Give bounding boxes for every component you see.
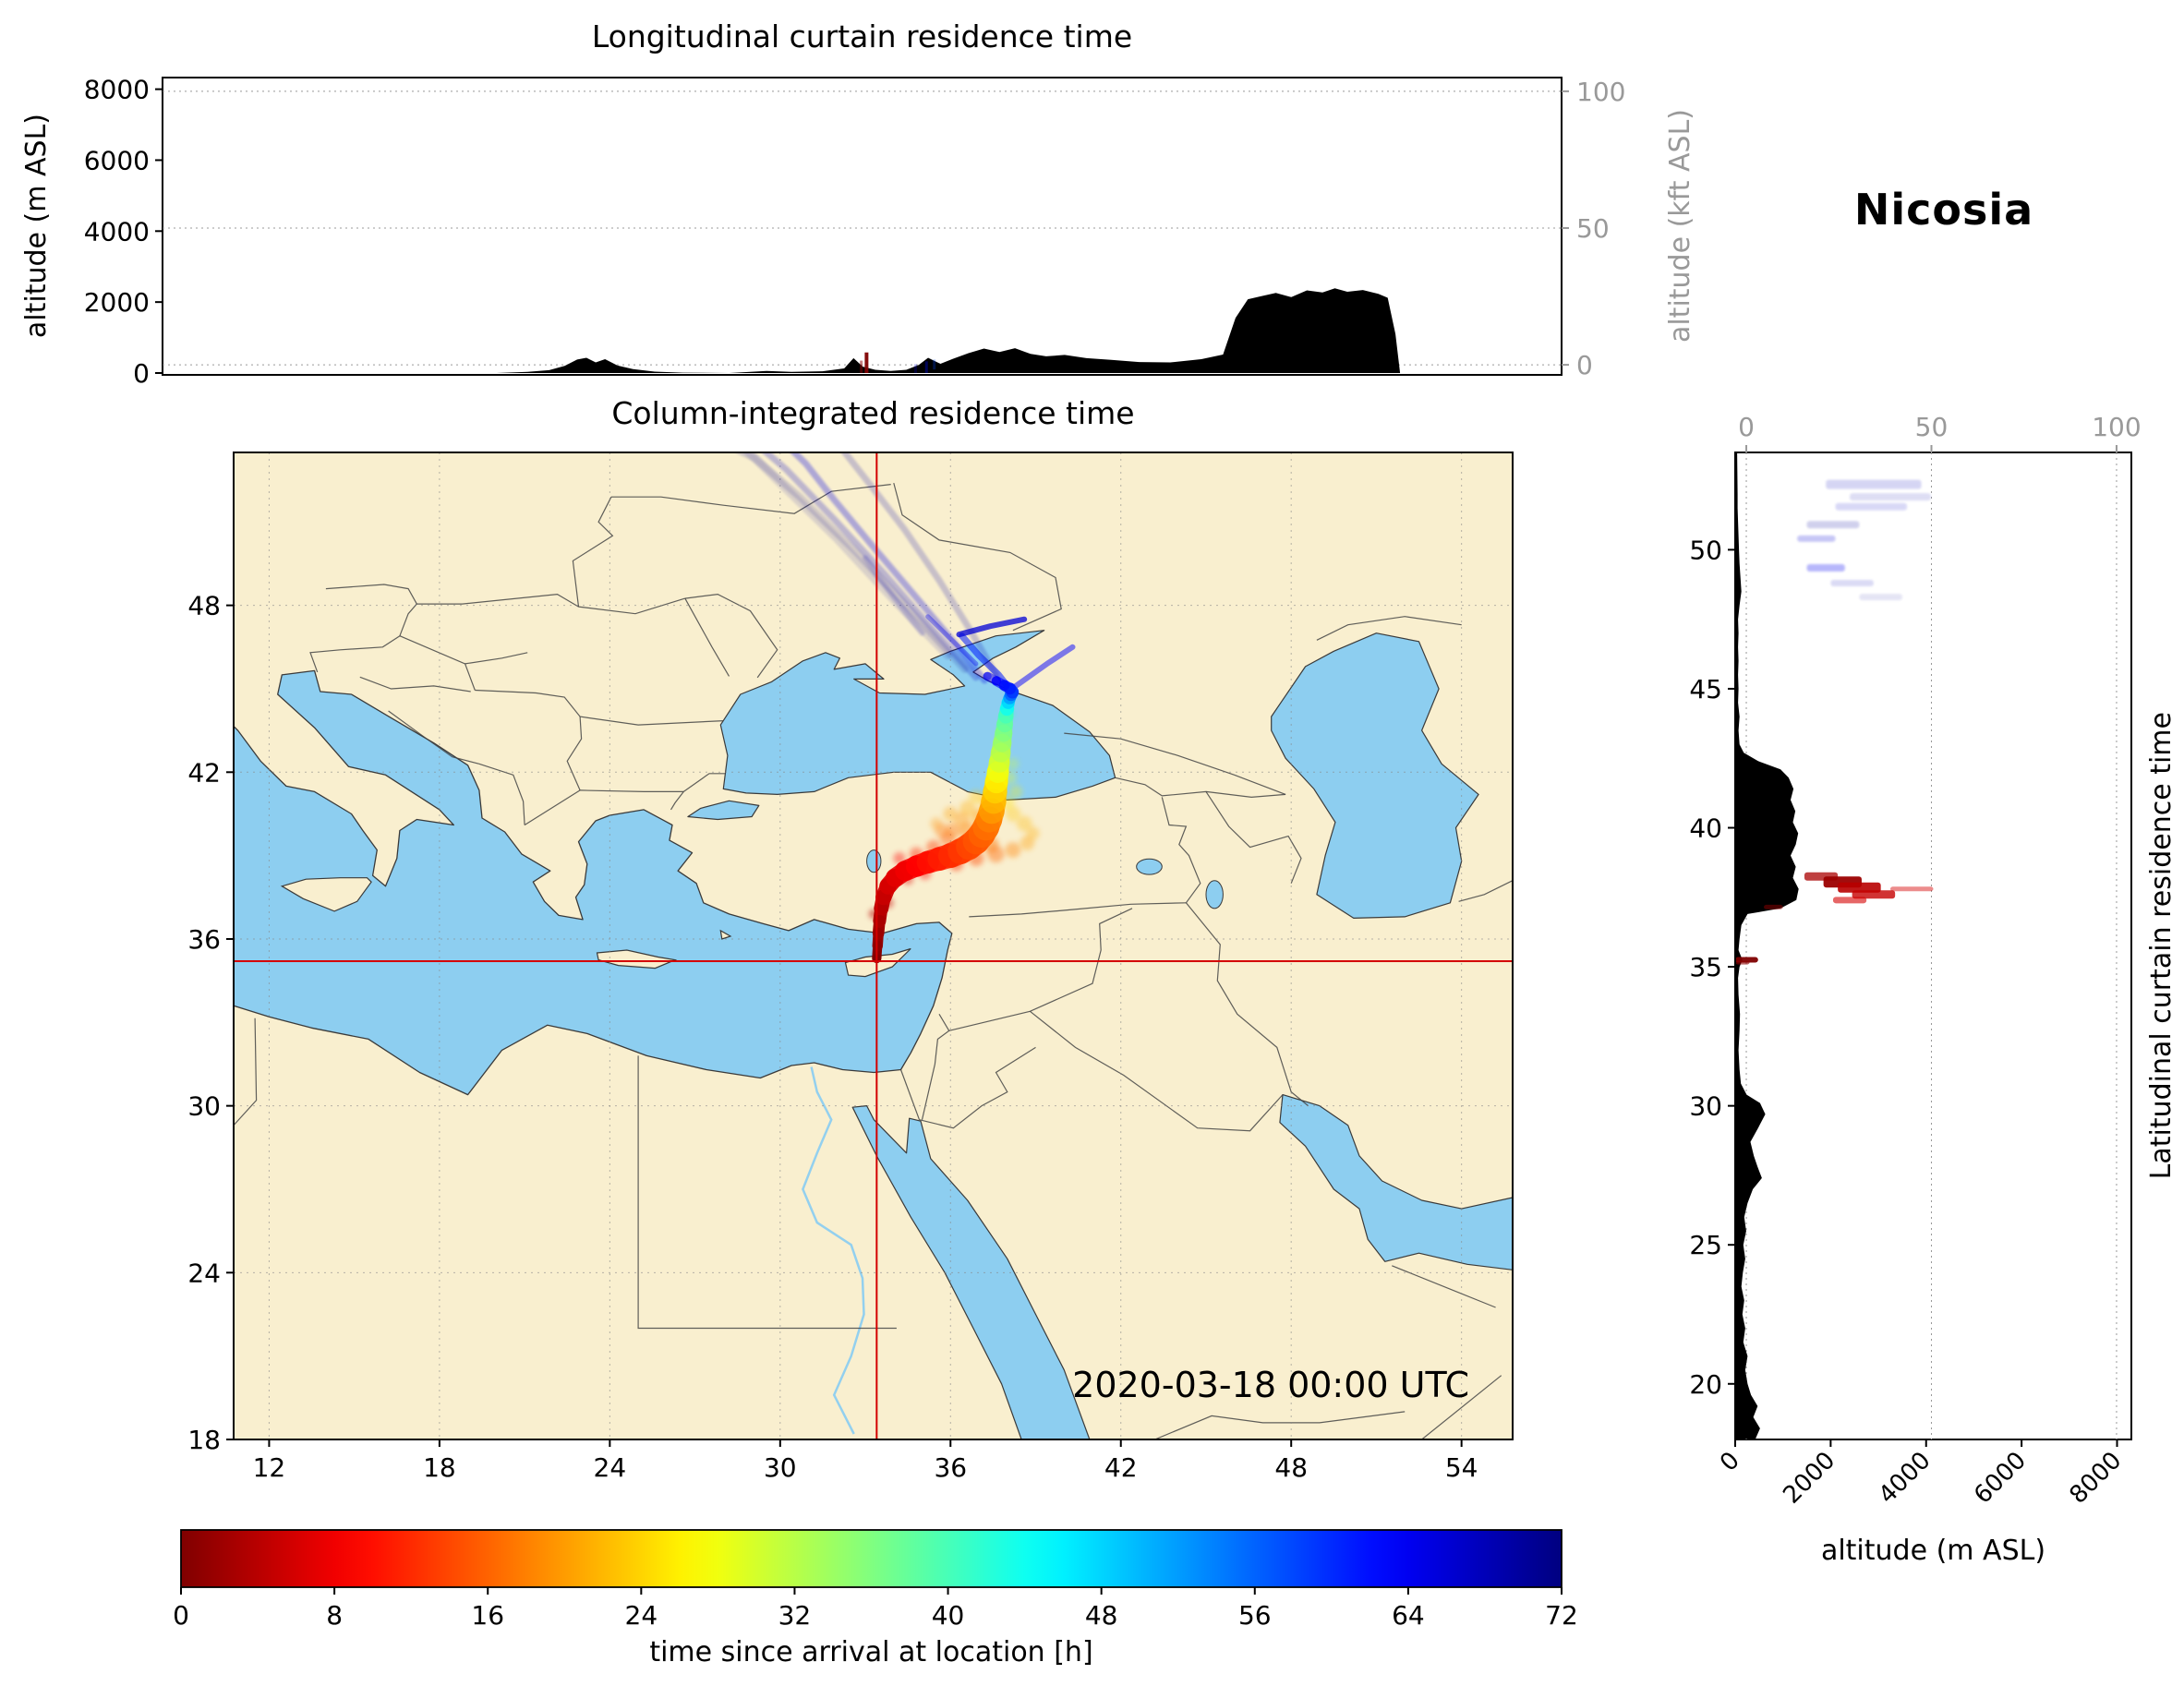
tick-label: 36 [934, 1452, 967, 1483]
colorbar-ticks: 0 8 16 24 32 40 48 56 64 72 [173, 1587, 1578, 1631]
lon-curtain-axes: 0 2000 4000 6000 8000 0 50 100 [84, 75, 1626, 389]
tick-label: 40 [932, 1600, 965, 1631]
country-borders [234, 482, 1513, 1439]
tick-label: 20 [1689, 1369, 1722, 1400]
trajectory-plume [735, 452, 1076, 964]
colorbar: 0 8 16 24 32 40 48 56 64 72 [173, 1529, 1578, 1631]
tick-label: 36 [187, 924, 221, 955]
map-title: Column-integrated residence time [611, 395, 1135, 431]
lat-curtain-xlabel: altitude (m ASL) [1820, 1535, 2046, 1567]
tick-label: 4000 [1874, 1447, 1937, 1510]
source-crosshair [234, 452, 1513, 1439]
tick-label: 42 [1104, 1452, 1138, 1483]
lat-curtain-title: Latitudinal curtain residence time [2144, 712, 2178, 1180]
tick-label: 0 [1576, 350, 1593, 380]
tick-label: 8 [326, 1600, 343, 1631]
tick-label: 8000 [84, 75, 150, 105]
tick-label: 0 [1738, 412, 1755, 442]
tick-label: 24 [187, 1258, 221, 1288]
graticule [234, 452, 1513, 1439]
tick-label: 30 [1689, 1091, 1722, 1122]
tick-label: 35 [1689, 952, 1722, 982]
tick-label: 50 [1576, 213, 1610, 244]
tick-label: 50 [1689, 535, 1722, 565]
tick-label: 6000 [1969, 1447, 2032, 1510]
tick-label: 0 [1715, 1447, 1745, 1477]
tick-label: 100 [1576, 77, 1625, 107]
tick-label: 56 [1238, 1600, 1272, 1631]
lat-curtain-panel: 20 25 30 35 40 45 50 0 2000 4000 6000 8000 0 50 100 [1689, 412, 2141, 1510]
tick-label: 18 [187, 1425, 221, 1455]
tick-label: 48 [1274, 1452, 1308, 1483]
nile-river [802, 1066, 865, 1435]
tick-label: 18 [423, 1452, 456, 1483]
map-axes: 12 18 24 30 36 42 48 54 18 24 30 36 42 48 [187, 591, 1478, 1483]
tick-label: 0 [173, 1600, 189, 1631]
lon-terrain-profile [163, 288, 1561, 373]
tick-label: 25 [1689, 1230, 1722, 1260]
colorbar-label: time since arrival at location [h] [649, 1636, 1093, 1668]
tick-label: 72 [1545, 1600, 1578, 1631]
tick-label: 4000 [84, 216, 150, 247]
colorbar-gradient [180, 1529, 1563, 1588]
tick-label: 50 [1915, 412, 1949, 442]
landmass [234, 452, 1513, 1439]
map-panel: 12 18 24 30 36 42 48 54 18 24 30 36 42 48 [187, 452, 1514, 1483]
tick-label: 42 [187, 757, 221, 788]
altitude-kft-axis-label: altitude (kft ASL) [1663, 109, 1696, 343]
tick-label: 0 [133, 358, 150, 389]
lon-curtain-title: Longitudinal curtain residence time [591, 18, 1133, 54]
map-frame [233, 452, 1514, 1440]
station-name: Nicosia [1853, 185, 2034, 235]
tick-label: 48 [187, 591, 221, 621]
tick-label: 64 [1392, 1600, 1425, 1631]
tick-label: 16 [471, 1600, 504, 1631]
tick-label: 6000 [84, 145, 150, 175]
map-date-label: 2020-03-18 00:00 UTC [1072, 1365, 1469, 1405]
tick-label: 54 [1445, 1452, 1478, 1483]
lon-curtain-panel: 0 2000 4000 6000 8000 0 50 100 [84, 75, 1626, 389]
tick-label: 30 [187, 1091, 221, 1122]
tick-label: 48 [1085, 1600, 1118, 1631]
tick-label: 30 [764, 1452, 797, 1483]
altitude-m-axis-label: altitude (m ASL) [19, 114, 53, 339]
tick-label: 12 [253, 1452, 286, 1483]
tick-label: 24 [625, 1600, 658, 1631]
tick-label: 2000 [84, 287, 150, 318]
tick-label: 32 [778, 1600, 812, 1631]
tick-label: 100 [2092, 412, 2141, 442]
tick-label: 24 [594, 1452, 627, 1483]
tick-label: 40 [1689, 813, 1722, 844]
tick-label: 45 [1689, 674, 1722, 704]
tick-label: 2000 [1778, 1447, 1840, 1510]
lat-terrain-profile [1736, 453, 1934, 1439]
tick-label: 8000 [2064, 1447, 2127, 1510]
